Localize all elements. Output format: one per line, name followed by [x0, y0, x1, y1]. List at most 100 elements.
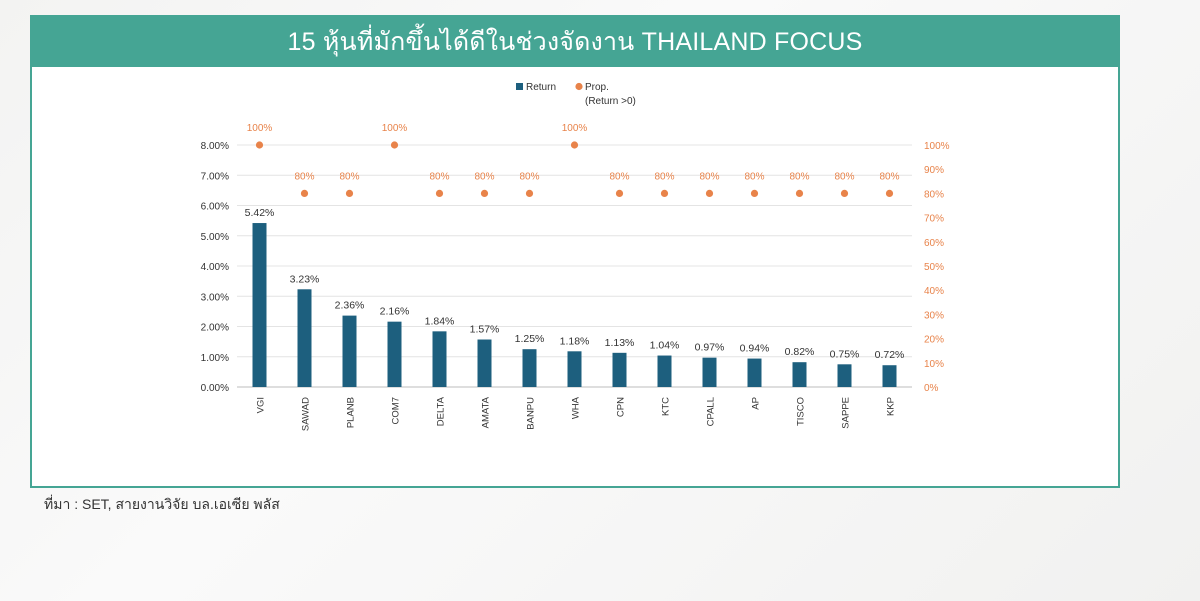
bar-label: 5.42% [245, 207, 275, 219]
category-label: AP [751, 397, 762, 410]
bar-sawad [297, 289, 312, 387]
bar-ap [747, 358, 762, 387]
bar-kkp [882, 365, 897, 387]
category-label: CPALL [706, 397, 717, 426]
right-axis-tick: 0% [924, 383, 939, 394]
right-axis-tick: 50% [924, 262, 944, 273]
legend-return-swatch [516, 83, 523, 90]
category-label: KTC [661, 397, 672, 416]
bar-vgi [252, 223, 267, 387]
right-axis-tick: 80% [924, 189, 944, 200]
legend-prop-sublabel: (Return >0) [585, 96, 636, 107]
left-axis-tick: 6.00% [201, 202, 229, 213]
dot-ap [750, 189, 759, 197]
left-axis-tick: 0.00% [201, 383, 229, 394]
category-label: CPN [616, 397, 627, 417]
bar-label: 0.94% [740, 343, 770, 355]
category-label: COM7 [391, 397, 402, 424]
dot-cpn [615, 189, 624, 197]
dot-label: 80% [699, 171, 719, 182]
dot-label: 80% [519, 171, 539, 182]
bar-amata [477, 339, 492, 387]
right-axis-tick: 20% [924, 335, 944, 346]
dot-com7 [390, 141, 399, 149]
dot-label: 80% [339, 171, 359, 182]
bar-planb [342, 315, 357, 387]
bar-label: 1.57% [470, 324, 500, 336]
dot-wha [570, 141, 579, 149]
dot-banpu [525, 189, 534, 197]
dot-amata [480, 189, 489, 197]
dot-ktc [660, 189, 669, 197]
bar-label: 0.72% [875, 349, 905, 361]
right-axis-tick: 100% [924, 141, 950, 152]
bar-cpall [702, 357, 717, 387]
left-axis-tick: 7.00% [201, 171, 229, 182]
bar-sappe [837, 364, 852, 387]
legend-prop-swatch [575, 82, 583, 91]
category-label: DELTA [436, 396, 447, 426]
bar-label: 0.75% [830, 348, 860, 360]
chart: 0.00% 1.00% 2.00% 3.00% 4.00% 5.00% 6.00% 7.00%… [201, 82, 950, 431]
bar-label: 1.13% [605, 337, 635, 349]
dot-label: 80% [879, 171, 899, 182]
left-axis-tick: 5.00% [201, 232, 229, 243]
legend-prop-label: Prop. [585, 82, 609, 93]
bar-label: 3.23% [290, 273, 320, 285]
dot-label: 100% [382, 123, 408, 134]
dot-label: 80% [429, 171, 449, 182]
right-axis-tick: 40% [924, 286, 944, 297]
dot-label: 80% [654, 171, 674, 182]
dot-label: 80% [744, 171, 764, 182]
dot-planb [345, 189, 354, 197]
right-axis-tick: 70% [924, 214, 944, 225]
left-axis-tick: 3.00% [201, 292, 229, 303]
dot-vgi [255, 141, 264, 149]
category-label: PLANB [346, 397, 357, 428]
left-axis-tick: 8.00% [201, 141, 229, 152]
dot-kkp [885, 189, 894, 197]
bar-wha [567, 351, 582, 387]
dot-label: 80% [474, 171, 494, 182]
dot-label: 100% [247, 123, 273, 134]
legend-return-label: Return [526, 82, 556, 93]
dot-tisco [795, 189, 804, 197]
right-axis-tick: 90% [924, 165, 944, 176]
dot-sappe [840, 189, 849, 197]
dot-label: 80% [789, 171, 809, 182]
category-label: WHA [571, 396, 582, 419]
bar-label: 0.97% [695, 342, 725, 354]
bar-label: 0.82% [785, 346, 815, 358]
bar-ktc [657, 355, 672, 387]
category-label: AMATA [481, 396, 492, 428]
dot-label: 80% [834, 171, 854, 182]
bar-banpu [522, 349, 537, 387]
source-note: ที่มา : SET, สายงานวิจัย บล.เอเซีย พลัส [44, 496, 280, 512]
bar-cpn [612, 352, 627, 387]
category-label: KKP [886, 397, 897, 416]
dot-label: 80% [294, 171, 314, 182]
left-axis-tick: 2.00% [201, 323, 229, 334]
bar-label: 1.18% [560, 335, 590, 347]
bar-label: 2.16% [380, 306, 410, 318]
category-label: TISCO [796, 397, 807, 426]
chart-title: 15 หุ้นที่มักขึ้นได้ดีในช่วงจัดงาน THAIL… [32, 17, 1118, 67]
bar-label: 1.84% [425, 315, 455, 327]
dot-sawad [300, 189, 309, 197]
category-label: VGI [256, 397, 267, 413]
left-axis-tick: 4.00% [201, 262, 229, 273]
category-label: SAPPE [841, 397, 852, 429]
dot-label: 80% [609, 171, 629, 182]
category-label: SAWAD [301, 397, 312, 431]
bar-label: 1.25% [515, 333, 545, 345]
right-axis-tick: 30% [924, 310, 944, 321]
bar-label: 1.04% [650, 340, 680, 352]
bar-label: 2.36% [335, 300, 365, 312]
category-label: BANPU [526, 397, 537, 430]
right-axis-tick: 10% [924, 359, 944, 370]
dot-cpall [705, 189, 714, 197]
chart-frame: 15 หุ้นที่มักขึ้นได้ดีในช่วงจัดงาน THAIL… [30, 15, 1120, 488]
bar-com7 [387, 321, 402, 387]
right-axis-tick: 60% [924, 238, 944, 249]
bar-tisco [792, 362, 807, 387]
